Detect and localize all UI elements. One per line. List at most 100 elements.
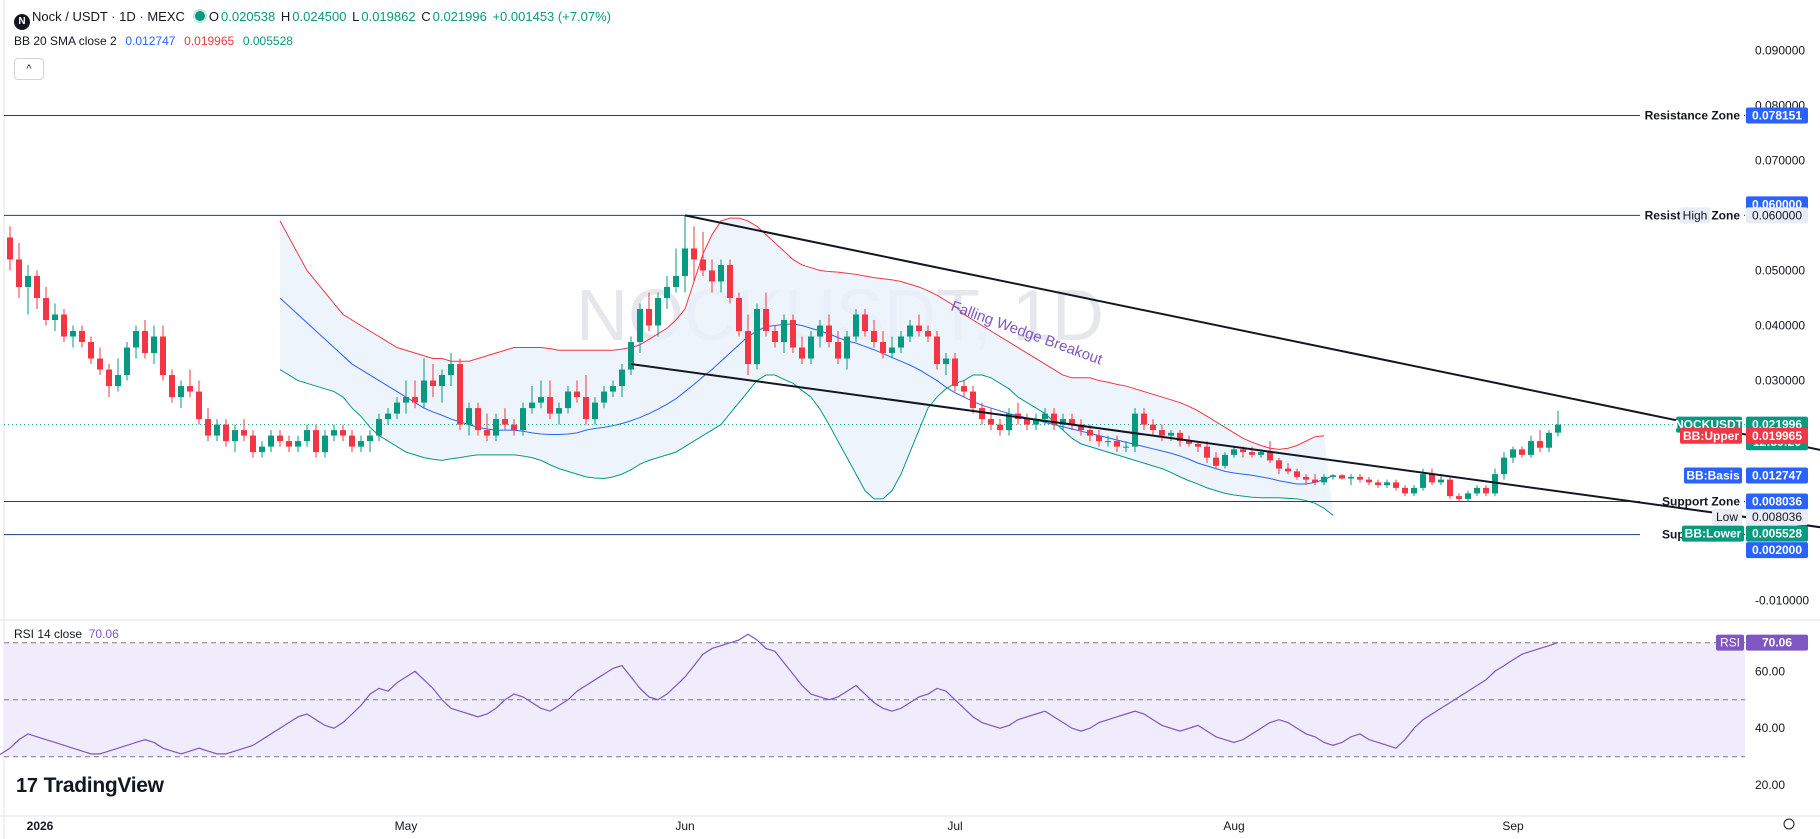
candle-body	[97, 358, 103, 370]
candle-body	[655, 297, 661, 326]
candle-body	[223, 424, 229, 442]
ohlc-low-label: L	[352, 9, 360, 24]
nock-logo-icon: N	[14, 14, 30, 30]
candle-body	[934, 336, 940, 365]
candle-body	[43, 297, 49, 320]
tradingview-logo[interactable]: 17 TradingView	[16, 774, 164, 798]
candle-body	[961, 386, 967, 392]
candle-body	[295, 441, 301, 447]
bb-basis-line	[279, 297, 1334, 485]
candle-body	[340, 430, 346, 436]
bb-upper-line	[279, 217, 1325, 450]
candle-body	[1078, 424, 1084, 431]
candle-body	[367, 435, 373, 442]
candle-body	[763, 308, 769, 332]
candle-body	[502, 419, 508, 425]
price-tag-bg	[1712, 509, 1742, 526]
time-tick: 2026	[27, 819, 54, 833]
candle-body	[250, 435, 256, 453]
candle-body	[241, 430, 247, 436]
candle-body	[826, 325, 832, 343]
candle-body	[880, 342, 886, 354]
candle-body	[448, 364, 454, 376]
candle-body	[682, 248, 688, 276]
candle-body	[484, 430, 490, 436]
candle-body	[1555, 424, 1561, 433]
ohlc-open: 0.020538	[221, 9, 276, 24]
candle-body	[1465, 493, 1471, 499]
candle-body	[7, 237, 13, 260]
price-tick: 0.040000	[1755, 319, 1805, 333]
candle-body	[124, 347, 130, 376]
symbol-name[interactable]: Nock / USDT · 1D · MEXC	[32, 9, 185, 24]
candle-body	[187, 386, 193, 392]
candle-body	[1105, 441, 1111, 443]
candle-body	[178, 386, 184, 398]
price-tag: 0.005528	[1752, 527, 1802, 541]
price-tag: 0.002000	[1752, 543, 1802, 557]
candle-body	[709, 270, 715, 282]
price-tag-bg	[1746, 207, 1808, 224]
candle-body	[925, 331, 931, 337]
candle-body	[1348, 476, 1354, 479]
rsi-tag-label: RSI	[1720, 636, 1740, 650]
price-tag: Low	[1716, 510, 1738, 524]
candle-body	[16, 259, 22, 287]
rsi-tag-bg	[1716, 634, 1744, 651]
candle-body	[1393, 482, 1399, 488]
candle-body	[1303, 476, 1309, 480]
candle-body	[268, 435, 274, 447]
candle-body	[1186, 441, 1192, 444]
candle-body	[169, 375, 175, 398]
candle-body	[34, 275, 40, 298]
candle-body	[979, 408, 985, 420]
candle-body	[628, 342, 634, 370]
candle-body	[1411, 487, 1417, 494]
candle-body	[1330, 475, 1336, 477]
candle-body	[277, 435, 283, 442]
candle-body	[727, 264, 733, 298]
candle-body	[205, 419, 211, 436]
collapse-legend-button[interactable]: ^	[14, 58, 44, 80]
candle-body	[259, 446, 265, 453]
price-tag-bg	[1680, 427, 1742, 444]
candle-body	[1123, 446, 1129, 448]
candle-body	[592, 402, 598, 420]
candle-body	[421, 380, 427, 403]
candle-body	[286, 441, 292, 447]
bb-basis-value: 0.012747	[125, 34, 176, 48]
price-tag-bg	[1746, 525, 1808, 542]
rsi-tick: 20.00	[1755, 778, 1785, 792]
price-tag: 0.012747	[1752, 469, 1802, 483]
time-tick: Sep	[1502, 819, 1524, 833]
candle-body	[574, 391, 580, 398]
candle-body	[1510, 449, 1516, 458]
settings-gear-icon[interactable]	[1783, 818, 1795, 830]
candle-body	[88, 342, 94, 359]
price-tag: 0.060000	[1752, 208, 1802, 222]
time-tick: May	[395, 819, 418, 833]
price-tag-bg	[1746, 542, 1808, 559]
time-tick: Jul	[947, 819, 962, 833]
bb-legend[interactable]: BB 20 SMA close 2 0.012747 0.019965 0.00…	[14, 34, 295, 48]
price-tag-bg	[1746, 427, 1808, 444]
ohlc-low: 0.019862	[361, 9, 416, 24]
candle-body	[1060, 419, 1066, 425]
candle-body	[1051, 413, 1057, 425]
candle-body	[610, 386, 616, 392]
price-tag-bg	[1680, 207, 1710, 224]
candle-body	[799, 347, 805, 359]
rsi-legend[interactable]: RSI 14 close 70.06	[14, 627, 119, 641]
candle-body	[601, 391, 607, 403]
candle-body	[1033, 419, 1039, 425]
symbol-header: N Nock / USDT · 1D · MEXC O 0.020538 H 0.024…	[14, 9, 613, 30]
candle-body	[1285, 468, 1291, 472]
ohlc-high-label: H	[280, 9, 291, 24]
candle-body	[1456, 496, 1462, 499]
candle-body	[1240, 449, 1246, 453]
candle-body	[745, 331, 751, 365]
time-tick: Jun	[675, 819, 694, 833]
candle-body	[1312, 479, 1318, 483]
tradingview-name: TradingView	[43, 774, 164, 797]
